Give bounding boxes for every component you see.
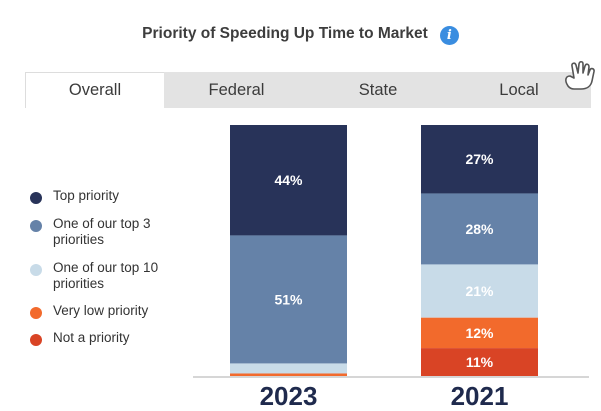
bar-segment [421, 264, 538, 318]
data-label: 21% [465, 283, 494, 299]
x-tick-label: 2023 [260, 381, 318, 411]
legend-label: Not a priority [53, 330, 130, 345]
data-label: 27% [465, 151, 494, 167]
bar-segment [421, 125, 538, 194]
chart-title: Priority of Speeding Up Time to Market [142, 25, 428, 42]
data-label: 51% [274, 291, 303, 307]
legend-item-top-10: One of our top 10 priorities [30, 260, 190, 292]
legend-item-very-low: Very low priority [30, 303, 190, 319]
bar-segment [230, 125, 347, 236]
legend-swatch [30, 264, 42, 276]
legend-label: Top priority [53, 188, 120, 203]
legend-label: One of our top 10 priorities [53, 260, 159, 291]
bar-segment [230, 363, 347, 374]
legend-swatch [30, 192, 42, 204]
legend-swatch [30, 334, 42, 346]
tab-bar: Overall Federal State Local [25, 72, 591, 108]
bar-segment [421, 193, 538, 265]
legend-swatch [30, 307, 42, 319]
data-label: 12% [465, 325, 494, 341]
bar-segment [421, 317, 538, 349]
legend-item-top-3: One of our top 3 priorities [30, 216, 190, 248]
hand-pointer-icon [565, 60, 595, 90]
bar-segment [230, 373, 347, 376]
bar-segment [230, 235, 347, 364]
tab-local[interactable]: Local [499, 80, 539, 99]
legend-label: Very low priority [53, 303, 149, 318]
info-icon[interactable]: i [439, 25, 459, 45]
data-label: 11% [466, 354, 494, 370]
legend-item-top-priority: Top priority [30, 188, 190, 204]
bar-segment [421, 348, 538, 376]
x-tick-label: 2021 [451, 381, 509, 411]
tab-overall[interactable]: Overall [25, 72, 164, 108]
data-label: 44% [274, 172, 303, 188]
tab-state[interactable]: State [358, 80, 398, 99]
legend-swatch [30, 220, 42, 232]
tab-federal[interactable]: Federal [208, 80, 265, 99]
legend-label: One of our top 3 priorities [53, 216, 151, 247]
legend-item-not-priority: Not a priority [30, 330, 190, 346]
chart-header: Priority of Speeding Up Time to Market i [0, 0, 601, 60]
data-label: 28% [465, 221, 494, 237]
